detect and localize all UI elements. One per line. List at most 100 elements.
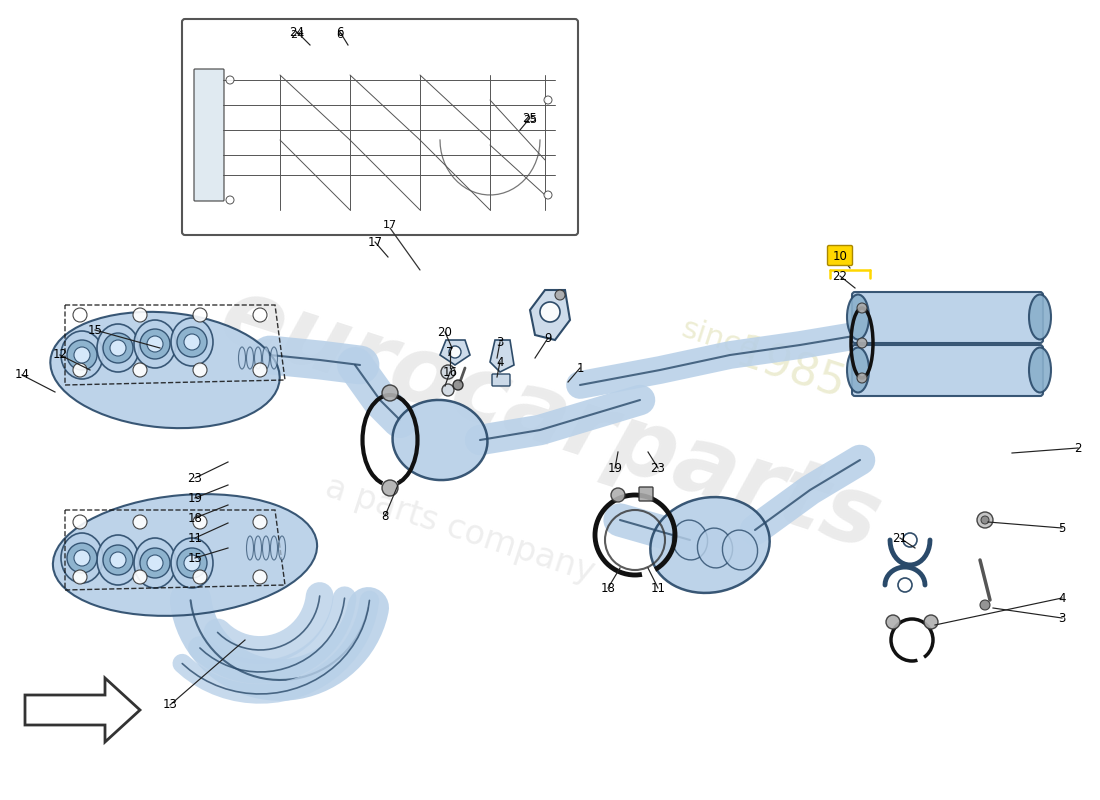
Circle shape — [147, 555, 163, 571]
Text: 14: 14 — [14, 369, 30, 382]
Circle shape — [192, 363, 207, 377]
Text: 11: 11 — [187, 531, 202, 545]
Text: 3: 3 — [496, 335, 504, 349]
Text: 1985: 1985 — [729, 332, 850, 408]
Polygon shape — [530, 290, 570, 340]
Text: 15: 15 — [88, 323, 102, 337]
Ellipse shape — [723, 530, 758, 570]
Circle shape — [382, 385, 398, 401]
Ellipse shape — [1028, 294, 1050, 339]
Ellipse shape — [278, 536, 286, 560]
Ellipse shape — [246, 536, 253, 560]
FancyBboxPatch shape — [492, 374, 510, 386]
Circle shape — [540, 302, 560, 322]
Circle shape — [140, 329, 170, 359]
Circle shape — [133, 308, 147, 322]
Circle shape — [442, 384, 454, 396]
Ellipse shape — [650, 497, 770, 593]
Ellipse shape — [1028, 347, 1050, 393]
Text: 7: 7 — [447, 346, 453, 358]
Text: 18: 18 — [188, 511, 202, 525]
Text: 21: 21 — [892, 531, 907, 545]
Circle shape — [147, 336, 163, 352]
Circle shape — [980, 600, 990, 610]
Circle shape — [441, 365, 455, 379]
Text: 25: 25 — [522, 111, 538, 125]
Text: 9: 9 — [544, 331, 552, 345]
FancyBboxPatch shape — [852, 292, 1043, 343]
Circle shape — [73, 308, 87, 322]
Circle shape — [67, 340, 97, 370]
Circle shape — [857, 338, 867, 348]
Ellipse shape — [246, 347, 253, 369]
Text: 4: 4 — [496, 355, 504, 369]
Circle shape — [177, 327, 207, 357]
Text: 8: 8 — [382, 510, 388, 522]
Circle shape — [253, 570, 267, 584]
Ellipse shape — [847, 347, 869, 393]
Circle shape — [544, 191, 552, 199]
Circle shape — [981, 516, 989, 524]
Text: 15: 15 — [188, 551, 202, 565]
Circle shape — [977, 512, 993, 528]
Ellipse shape — [51, 312, 279, 428]
Circle shape — [449, 346, 461, 358]
Text: 13: 13 — [163, 698, 177, 711]
Text: 17: 17 — [383, 220, 397, 230]
Text: 17: 17 — [367, 235, 383, 249]
Ellipse shape — [97, 324, 139, 372]
Ellipse shape — [271, 347, 277, 369]
Text: 22: 22 — [833, 270, 847, 282]
Ellipse shape — [393, 400, 487, 480]
Text: 24: 24 — [290, 30, 304, 40]
Ellipse shape — [134, 538, 176, 588]
Circle shape — [192, 308, 207, 322]
Circle shape — [184, 555, 200, 571]
Text: 2: 2 — [1075, 442, 1081, 454]
Text: 11: 11 — [650, 582, 666, 594]
Ellipse shape — [263, 536, 270, 560]
Text: 4: 4 — [1058, 591, 1066, 605]
Text: 20: 20 — [438, 326, 452, 338]
Ellipse shape — [170, 538, 213, 588]
Circle shape — [898, 578, 912, 592]
Circle shape — [226, 196, 234, 204]
Circle shape — [253, 363, 267, 377]
Polygon shape — [25, 678, 140, 742]
Circle shape — [177, 548, 207, 578]
Text: 18: 18 — [601, 582, 615, 594]
Circle shape — [192, 515, 207, 529]
Text: 6: 6 — [337, 30, 343, 40]
Circle shape — [110, 552, 126, 568]
Ellipse shape — [134, 320, 176, 368]
Ellipse shape — [271, 536, 277, 560]
Text: 5: 5 — [1058, 522, 1066, 534]
Polygon shape — [440, 340, 470, 365]
Circle shape — [133, 363, 147, 377]
Ellipse shape — [254, 347, 262, 369]
Text: eurocarparts: eurocarparts — [208, 270, 892, 570]
Circle shape — [192, 570, 207, 584]
Circle shape — [133, 515, 147, 529]
Circle shape — [253, 308, 267, 322]
Text: 24: 24 — [289, 26, 305, 38]
Ellipse shape — [254, 536, 262, 560]
Ellipse shape — [263, 347, 270, 369]
Ellipse shape — [60, 533, 103, 583]
Circle shape — [103, 333, 133, 363]
Ellipse shape — [847, 294, 869, 339]
Text: 10: 10 — [833, 250, 847, 262]
Text: 16: 16 — [442, 366, 458, 378]
Ellipse shape — [170, 318, 213, 366]
Text: 1: 1 — [576, 362, 584, 374]
Circle shape — [184, 334, 200, 350]
Ellipse shape — [97, 535, 139, 585]
Circle shape — [857, 373, 867, 383]
Circle shape — [73, 363, 87, 377]
Circle shape — [133, 570, 147, 584]
Text: 6: 6 — [337, 26, 343, 38]
FancyBboxPatch shape — [852, 345, 1043, 396]
Circle shape — [226, 76, 234, 84]
FancyBboxPatch shape — [194, 69, 224, 201]
Ellipse shape — [672, 520, 707, 560]
